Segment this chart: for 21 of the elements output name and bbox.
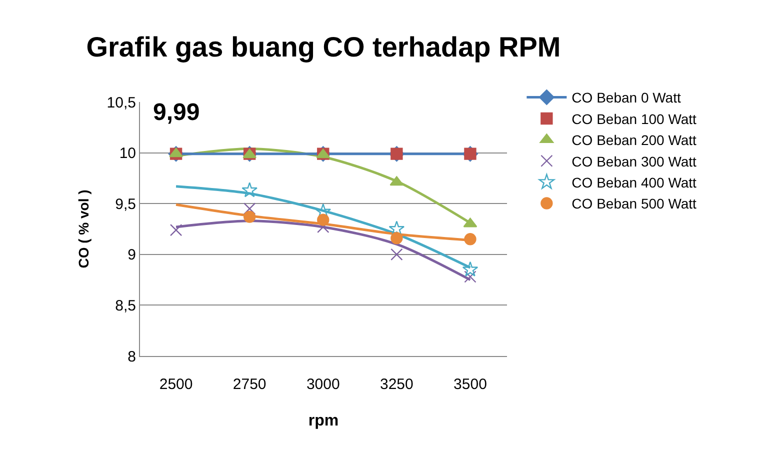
legend-label: CO Beban 400 Watt: [572, 174, 697, 191]
y-tick-label: 8: [128, 348, 136, 366]
legend-label: CO Beban 500 Watt: [572, 196, 697, 212]
x-tick-label: 3500: [454, 376, 487, 393]
y-tick-label: 8,5: [115, 297, 136, 314]
x-tick-label: 3000: [306, 376, 340, 393]
x-tick-label: 2500: [159, 376, 193, 393]
x-tick-label: 3250: [380, 376, 414, 393]
chart-title: Grafik gas buang CO terhadap RPM: [86, 31, 561, 62]
legend-label: CO Beban 200 Watt: [572, 132, 697, 148]
y-tick-label: 9: [128, 246, 136, 264]
legend-label: CO Beban 0 Watt: [572, 90, 681, 106]
annotation: 9,99: [153, 99, 200, 126]
legend-label: CO Beban 100 Watt: [572, 110, 697, 127]
y-tick-label: 10,5: [106, 94, 136, 112]
y-axis-title: CO ( % vol ): [75, 190, 92, 268]
legend-label: CO Beban 300 Watt: [572, 153, 697, 170]
x-axis-title: rpm: [308, 412, 339, 430]
y-tick-label: 10: [119, 145, 136, 162]
x-tick-label: 2750: [232, 376, 266, 393]
y-tick-label: 9,5: [115, 196, 136, 213]
